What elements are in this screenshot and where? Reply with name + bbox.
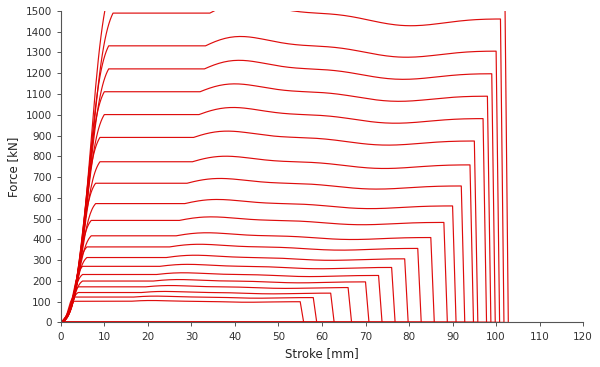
Y-axis label: Force [kN]: Force [kN] <box>7 137 20 197</box>
X-axis label: Stroke [mm]: Stroke [mm] <box>285 347 359 360</box>
